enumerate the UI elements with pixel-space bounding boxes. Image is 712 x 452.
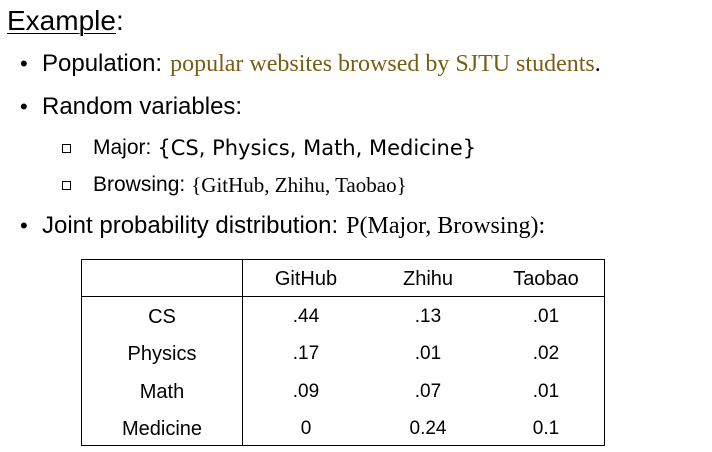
row-label-medicine: Medicine: [121, 418, 203, 440]
cell-medicine-github: 0: [300, 418, 312, 439]
random-variables-label: Random variables:: [42, 93, 243, 120]
cell-math-zhihu: .07: [414, 381, 442, 402]
joint-end: :: [538, 213, 546, 239]
major-values: {CS, Physics, Math, Medicine}: [157, 136, 477, 160]
bullet-dot-icon: •: [20, 94, 28, 119]
browsing-label: Browsing:: [93, 173, 186, 196]
square-bullet-icon: [62, 180, 71, 190]
cell-cs-zhihu: .13: [414, 306, 442, 327]
title-colon: :: [115, 5, 124, 36]
row-label-math: Math: [139, 381, 185, 403]
table-header-divider: [82, 296, 604, 297]
title-word: Example: [7, 5, 116, 36]
bullet-random-variables: • Random variables:: [20, 91, 242, 123]
cell-medicine-zhihu: 0.24: [409, 418, 447, 439]
cell-math-github: .09: [292, 381, 320, 402]
sub-bullet-browsing: Browsing: {GitHub, Zhihu, Taobao}: [62, 170, 407, 200]
cell-math-taobao: .01: [532, 381, 560, 402]
population-value: popular websites browsed by SJTU student…: [170, 51, 595, 77]
joint-probability-table: GitHub Zhihu Taobao CS .44 .13 .01 Physi…: [81, 259, 605, 446]
population-end: .: [594, 51, 601, 77]
column-header-zhihu: Zhihu: [402, 268, 454, 290]
population-label: Population:: [42, 50, 163, 77]
joint-label: Joint probability distribution:: [42, 212, 339, 239]
joint-expression: P(Major, Browsing): [346, 213, 539, 239]
cell-medicine-taobao: 0.1: [532, 418, 560, 439]
column-header-github: GitHub: [274, 268, 338, 290]
bullet-population: • Population: popular websites browsed b…: [20, 48, 601, 80]
bullet-dot-icon: •: [20, 51, 28, 76]
browsing-values: {GitHub, Zhihu, Taobao}: [191, 173, 407, 197]
row-label-cs: CS: [148, 306, 176, 328]
cell-cs-taobao: .01: [532, 306, 560, 327]
slide-title: Example:: [7, 3, 124, 39]
major-label: Major:: [93, 136, 152, 159]
cell-physics-taobao: .02: [532, 343, 560, 364]
table-column-divider: [242, 260, 243, 445]
bullet-joint-distribution: • Joint probability distribution: P(Majo…: [20, 210, 545, 242]
square-bullet-icon: [62, 143, 71, 153]
cell-physics-zhihu: .01: [414, 343, 442, 364]
row-label-physics: Physics: [127, 343, 197, 365]
cell-cs-github: .44: [292, 306, 320, 327]
cell-physics-github: .17: [292, 343, 320, 364]
bullet-dot-icon: •: [20, 213, 28, 238]
column-header-taobao: Taobao: [513, 268, 579, 290]
sub-bullet-major: Major: {CS, Physics, Math, Medicine}: [62, 133, 476, 163]
